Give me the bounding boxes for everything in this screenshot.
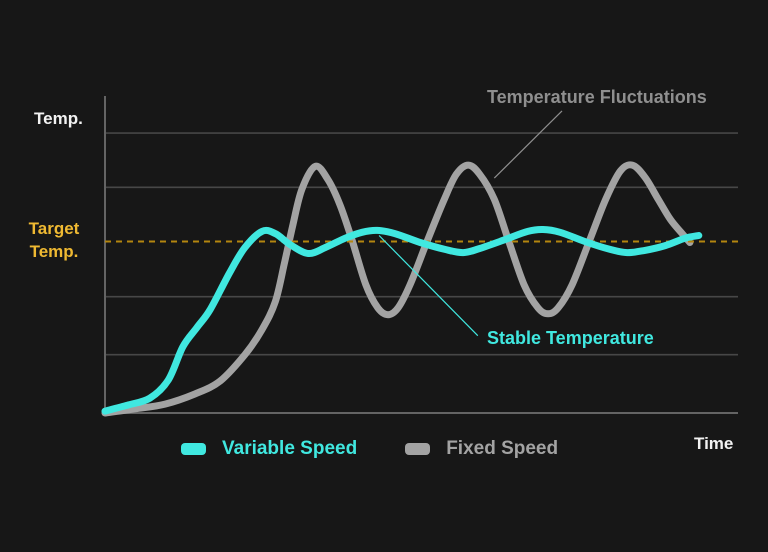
- x-axis-label: Time: [694, 434, 734, 453]
- target-temp-label-line1: Target: [28, 219, 80, 238]
- legend-label-variable-speed: Variable Speed: [222, 438, 358, 459]
- legend-item-fixed-speed: Fixed Speed: [405, 438, 558, 460]
- fixed-speed-curve: [101, 161, 694, 417]
- legend: Variable Speed Fixed Speed: [181, 438, 558, 460]
- target-temp-label-line2: Temp.: [29, 242, 79, 261]
- legend-swatch-variable-speed: [181, 443, 206, 455]
- variable-speed-curve: [101, 225, 703, 415]
- y-axis-label: Temp.: [34, 109, 83, 128]
- annotation-stable-temperature: Stable Temperature: [487, 328, 654, 348]
- legend-swatch-fixed-speed: [405, 443, 431, 455]
- annotation-temperature-fluctuations: Temperature Fluctuations: [487, 87, 707, 107]
- legend-label-fixed-speed: Fixed Speed: [446, 438, 559, 459]
- legend-item-variable-speed: Variable Speed: [181, 438, 357, 460]
- annotation-pointer-line-1: [378, 235, 479, 337]
- target-temp-label: Target Temp.: [20, 217, 88, 263]
- annotation-pointer-line-0: [493, 110, 563, 179]
